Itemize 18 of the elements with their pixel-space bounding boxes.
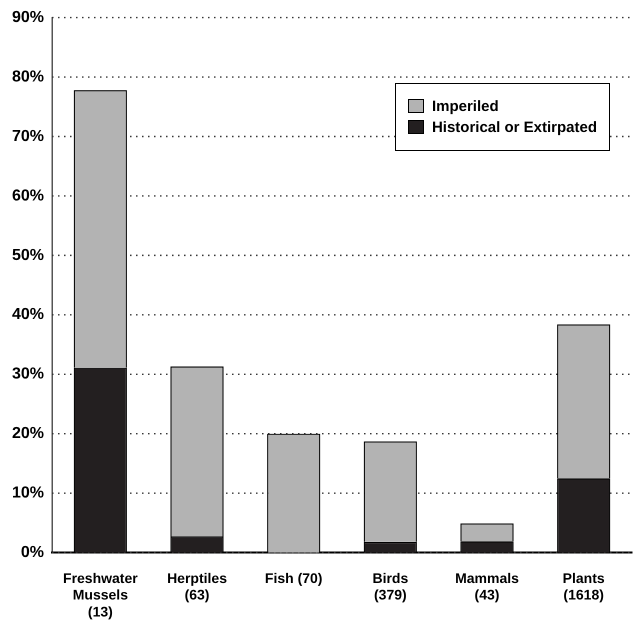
legend-label: Imperiled bbox=[432, 98, 499, 115]
x-tick-label: Plants (1618) bbox=[562, 570, 605, 603]
x-tick-label: Fish (70) bbox=[264, 570, 322, 586]
y-tick-label: 0% bbox=[20, 544, 44, 562]
y-tick-label: 40% bbox=[12, 306, 44, 324]
y-tick-label: 70% bbox=[12, 128, 44, 145]
y-tick-label: 20% bbox=[12, 425, 44, 442]
x-tick-label: Mammals (43) bbox=[455, 570, 520, 603]
x-tick-label: Birds (379) bbox=[372, 570, 408, 603]
y-tick-label: 90% bbox=[12, 9, 44, 26]
x-tick-label: Herptiles (63) bbox=[167, 570, 228, 603]
y-tick-label: 80% bbox=[12, 68, 44, 86]
legend-label: Historical or Extirpated bbox=[432, 118, 597, 136]
y-tick-label: 50% bbox=[12, 246, 44, 264]
x-tick-label: Freshwater Mussels (13) bbox=[63, 570, 138, 620]
y-tick-label: 10% bbox=[12, 484, 44, 502]
y-tick-label: 30% bbox=[12, 366, 44, 383]
y-tick-label: 60% bbox=[12, 187, 44, 204]
